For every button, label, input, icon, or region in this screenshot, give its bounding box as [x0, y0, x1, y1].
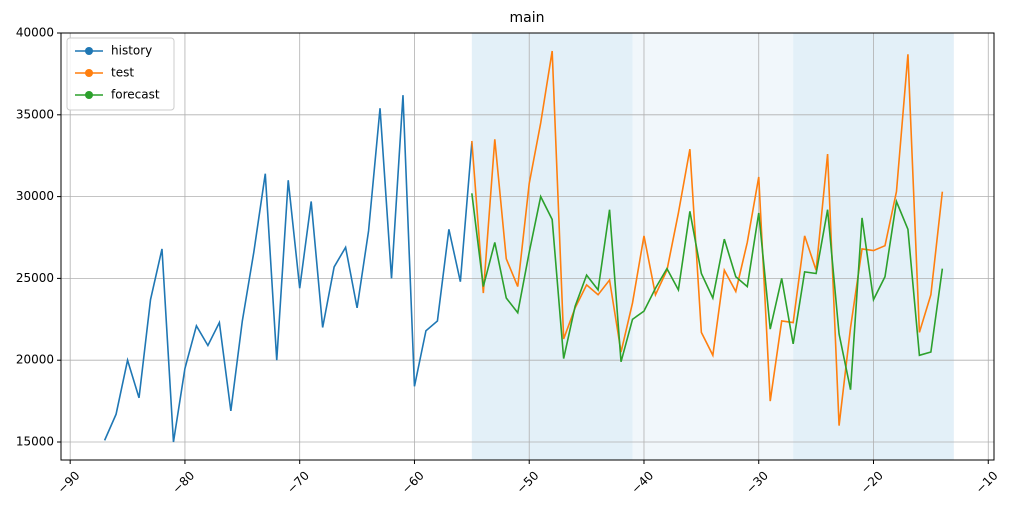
chart-title: main [510, 10, 545, 26]
plot-frame [60, 32, 995, 461]
shaded-region [471, 33, 633, 460]
x-tick-label: −80 [169, 468, 197, 496]
y-tick-label: 15000 [16, 435, 54, 449]
legend-marker [85, 69, 93, 77]
x-tick-label: −50 [514, 468, 542, 496]
shaded-region [632, 33, 794, 460]
y-tick-label: 40000 [16, 26, 54, 40]
x-tick-label: −20 [858, 468, 886, 496]
x-tick-label: −30 [743, 468, 771, 496]
y-tick-label: 30000 [16, 189, 54, 203]
series-line [103, 95, 473, 443]
legend-label: forecast [111, 88, 160, 102]
legend-label: history [111, 44, 152, 58]
x-tick-label: −10 [973, 468, 1001, 496]
legend-label: test [111, 66, 134, 80]
y-tick-label: 20000 [16, 353, 54, 367]
y-tick-label: 25000 [16, 271, 54, 285]
y-tick-label: 35000 [16, 107, 54, 121]
series-line [471, 193, 944, 390]
series-line [471, 50, 944, 426]
x-tick-label: −60 [399, 468, 427, 496]
x-tick-label: −40 [629, 468, 657, 496]
x-tick-label: −70 [284, 468, 312, 496]
legend-box [66, 37, 175, 111]
x-tick-label: −90 [55, 468, 83, 496]
legend-marker [85, 91, 93, 99]
legend-marker [85, 47, 93, 55]
